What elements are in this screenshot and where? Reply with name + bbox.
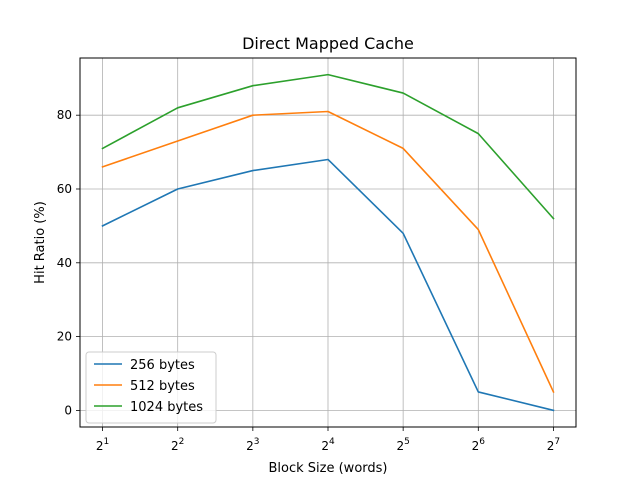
y-tick-label: 20 (57, 330, 72, 344)
x-axis-ticks: 21 22 23 24 25 26 27 (96, 427, 560, 453)
y-tick-label: 0 (64, 403, 72, 417)
series-line-3 (101, 73, 555, 220)
x-axis-label: Block Size (words) (269, 461, 388, 476)
x-tick-label: 25 (396, 437, 409, 453)
legend-label: 512 bytes (130, 379, 195, 394)
y-tick-label: 60 (57, 182, 72, 196)
legend-label: 1024 bytes (130, 400, 203, 415)
legend-label: 256 bytes (130, 358, 195, 373)
y-tick-label: 40 (57, 256, 72, 270)
series-lines (101, 73, 555, 412)
y-tick-label: 80 (57, 108, 72, 122)
legend: 256 bytes 512 bytes 1024 bytes (85, 351, 217, 424)
series-line-1 (101, 158, 555, 412)
x-tick-label: 26 (472, 437, 486, 453)
series-line-2 (101, 110, 555, 394)
x-tick-label: 21 (96, 437, 109, 453)
x-tick-label: 23 (246, 437, 259, 453)
x-tick-label: 24 (321, 437, 335, 453)
chart-title: Direct Mapped Cache (242, 34, 414, 53)
y-axis-label: Hit Ratio (%) (33, 201, 48, 284)
x-tick-label: 27 (547, 437, 560, 453)
x-tick-label: 22 (171, 437, 184, 453)
y-axis-ticks: 0 20 40 60 80 (57, 108, 80, 417)
